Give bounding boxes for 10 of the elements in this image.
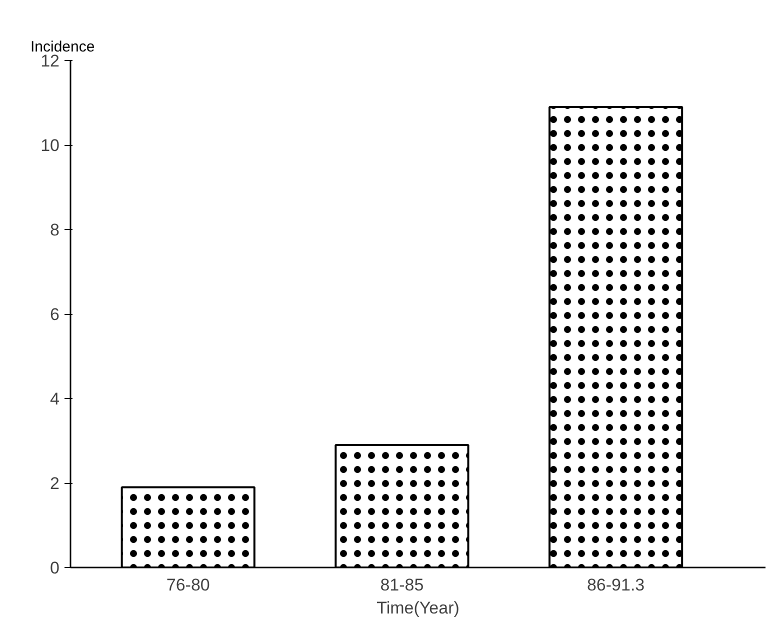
y-tick-label: 0 — [50, 558, 60, 578]
x-axis-title: Time(Year) — [376, 598, 460, 618]
y-tick-label: 6 — [50, 305, 60, 324]
y-tick-label: 10 — [40, 136, 60, 155]
y-tick-label: 8 — [50, 220, 60, 240]
x-tick-label: 81-85 — [380, 576, 424, 594]
y-tick-label: 2 — [50, 474, 60, 493]
x-tick-label: 86-91.3 — [586, 576, 645, 594]
y-tick-label: 4 — [50, 390, 60, 408]
x-tick-label: 76-80 — [166, 576, 210, 594]
